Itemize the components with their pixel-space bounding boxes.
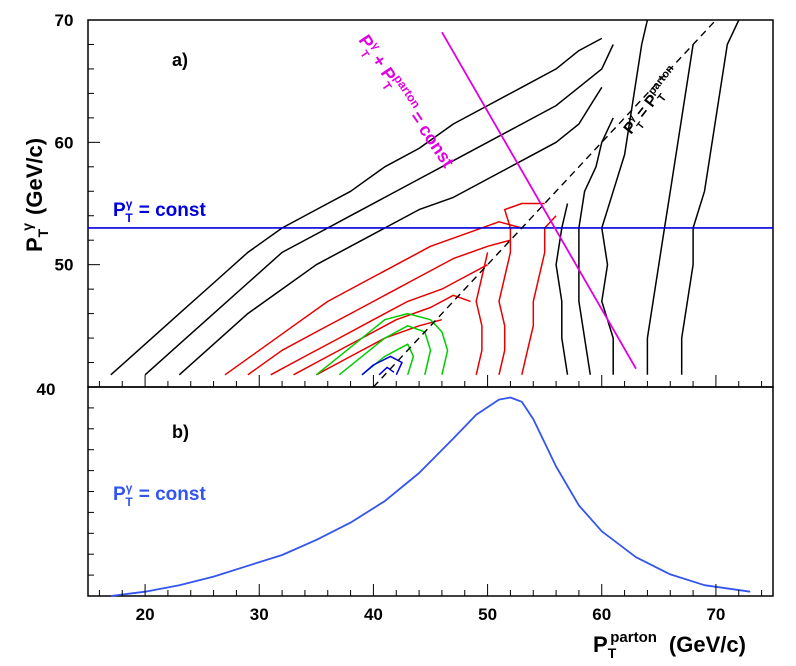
contour-outer-3 bbox=[601, 20, 649, 375]
contour-outer-2 bbox=[178, 86, 603, 376]
ann-eq-sub: T bbox=[635, 120, 647, 132]
ann-a-sup: γ bbox=[126, 197, 133, 211]
contour-inner-1 bbox=[338, 325, 432, 376]
y-tick-label: 50 bbox=[55, 256, 74, 275]
contour-outer-4 bbox=[578, 117, 614, 375]
contour-middle-3 bbox=[293, 294, 471, 376]
ann-eq-sup: γ bbox=[626, 113, 638, 125]
ann-a-rest: = const bbox=[139, 200, 207, 221]
contour-middle-6 bbox=[498, 202, 545, 375]
panel-b-ytick-label: 40 bbox=[37, 380, 56, 399]
x-tick-label: 50 bbox=[478, 605, 497, 624]
overlay-lines bbox=[88, 20, 773, 387]
y-axis-title-sup: γ bbox=[19, 223, 35, 231]
contour-outer-0 bbox=[110, 37, 603, 376]
annotation-pt-gamma-const-a: Pγ T = const bbox=[113, 197, 206, 225]
y-tick-label: 70 bbox=[55, 11, 74, 30]
contour-outer-6 bbox=[680, 20, 740, 375]
distribution-curve-line bbox=[110, 396, 751, 597]
x-axis-title-sup: parton bbox=[610, 629, 657, 646]
annotation-pt-equal: PγT= PpartonT bbox=[618, 63, 686, 140]
contour-outer-7 bbox=[646, 44, 694, 375]
contour-core-1 bbox=[378, 366, 395, 376]
ann-sum-sup2: parton bbox=[391, 72, 423, 111]
contour-middle-1 bbox=[247, 239, 511, 376]
x-axis-title-main: P bbox=[593, 632, 608, 657]
ann-sum-rest: = const bbox=[406, 107, 458, 171]
ann-b-sub: T bbox=[125, 495, 133, 509]
y-axis-title-unit: (GeV/c) bbox=[22, 138, 47, 215]
panel-a-label: a) bbox=[172, 50, 188, 70]
distribution-curve bbox=[110, 396, 751, 597]
contour-middle-5 bbox=[475, 252, 489, 375]
x-tick-label: 30 bbox=[250, 605, 269, 624]
ann-b-sup: γ bbox=[126, 481, 133, 495]
y-axis-title-sub: T bbox=[35, 228, 51, 237]
x-axis-title-sub: T bbox=[608, 645, 617, 661]
x-axis-title: PTparton (GeV/c) bbox=[593, 629, 746, 661]
x-tick-label: 70 bbox=[706, 605, 725, 624]
annotation-pt-gamma-const-b: Pγ T = const bbox=[113, 481, 206, 509]
contour-lines bbox=[110, 20, 740, 376]
annotation-pt-sum-const: PγT+ PpartonT= const bbox=[351, 29, 461, 174]
x-tick-label: 40 bbox=[364, 605, 383, 624]
ann-sum-sub: T bbox=[357, 48, 371, 61]
contour-middle-2 bbox=[270, 264, 488, 376]
panel-b-label: b) bbox=[172, 422, 189, 442]
contour-outer-1 bbox=[144, 44, 614, 376]
pt-sum-const-line bbox=[441, 31, 637, 370]
ann-eq-sup2: parton bbox=[646, 63, 677, 98]
svg-text:PγT+ PpartonT= const: PγT+ PpartonT= const bbox=[351, 29, 461, 174]
svg-text:PTγ(GeV/c): PTγ (GeV/c) bbox=[19, 138, 51, 252]
svg-text:PγT= PpartonT: PγT= PpartonT bbox=[618, 63, 686, 140]
y-axis-title-main: P bbox=[22, 237, 47, 252]
contour-outer-5 bbox=[555, 203, 569, 375]
contour-middle-7 bbox=[521, 215, 557, 375]
contour-core-0 bbox=[361, 355, 403, 376]
contour-middle-4 bbox=[315, 318, 443, 376]
x-axis-title-unit: (GeV/c) bbox=[669, 632, 746, 657]
contour-inner-0 bbox=[315, 312, 449, 376]
axis-ticks: 20 30 40 50 60 70 50 60 70 bbox=[55, 11, 763, 624]
ann-a-sub: T bbox=[125, 211, 133, 225]
y-tick-label: 60 bbox=[55, 133, 74, 152]
ann-a-main: P bbox=[113, 200, 126, 221]
ann-b-rest: = const bbox=[139, 484, 207, 505]
contour-inner-2 bbox=[361, 343, 415, 376]
ann-b-main: P bbox=[113, 484, 126, 505]
x-tick-label: 20 bbox=[136, 605, 155, 624]
y-axis-title: PTγ (GeV/c) bbox=[19, 138, 51, 252]
x-tick-label: 60 bbox=[592, 605, 611, 624]
